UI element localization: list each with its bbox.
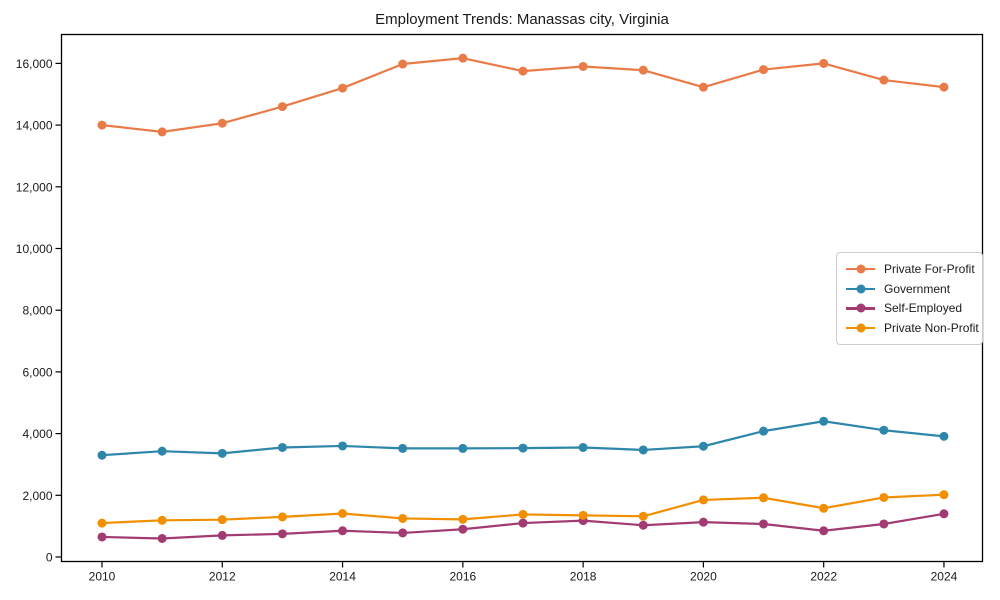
data-point <box>458 514 468 524</box>
data-point <box>879 519 889 529</box>
data-point <box>97 120 107 130</box>
data-point <box>578 442 588 452</box>
data-point <box>819 58 829 68</box>
data-point <box>879 75 889 85</box>
data-point <box>759 65 769 75</box>
data-point <box>518 66 528 76</box>
data-point <box>939 431 949 441</box>
data-point <box>277 102 287 112</box>
data-point <box>398 443 408 453</box>
data-point <box>518 518 528 528</box>
legend-item-government: Government <box>846 280 973 298</box>
legend-line-marker-icon <box>846 322 875 333</box>
legend-label: Private Non-Profit <box>884 320 979 335</box>
data-point <box>398 513 408 523</box>
chart-title: Employment Trends: Manassas city, Virgin… <box>375 11 669 28</box>
data-point <box>939 509 949 519</box>
legend-label: Private For-Profit <box>884 262 975 276</box>
x-axis-tick-label: 2016 <box>449 570 476 584</box>
data-point <box>698 495 708 505</box>
data-point <box>217 515 227 525</box>
data-point <box>638 511 648 521</box>
data-point <box>338 526 348 536</box>
data-point <box>277 442 287 452</box>
data-point <box>759 493 769 503</box>
data-point <box>338 509 348 519</box>
data-point <box>97 450 107 460</box>
data-point <box>879 425 889 435</box>
data-point <box>157 533 167 543</box>
data-point <box>458 443 468 453</box>
data-point <box>157 127 167 137</box>
x-axis-tick-label: 2020 <box>690 570 717 584</box>
legend-line-marker-icon <box>846 264 875 275</box>
data-point <box>819 416 829 426</box>
y-axis-tick-label: 0 <box>46 551 53 565</box>
data-point <box>939 490 949 500</box>
data-point <box>458 53 468 63</box>
legend-item-private-non-profit: Private Non-Profit <box>846 319 979 337</box>
data-point <box>157 515 167 525</box>
data-point <box>398 528 408 538</box>
data-point <box>638 445 648 455</box>
data-point <box>638 65 648 75</box>
x-axis-tick-label: 2014 <box>329 570 356 584</box>
data-point <box>819 503 829 513</box>
y-axis-tick-label: 6,000 <box>22 365 52 379</box>
data-point <box>698 82 708 92</box>
legend-line-marker-icon <box>846 303 875 314</box>
data-point <box>338 441 348 451</box>
x-axis-tick-label: 2010 <box>89 570 116 584</box>
data-point <box>578 510 588 520</box>
data-point <box>759 426 769 436</box>
data-point <box>97 518 107 528</box>
data-point <box>759 519 769 529</box>
data-point <box>638 520 648 530</box>
data-point <box>157 446 167 456</box>
y-axis-tick-label: 14,000 <box>16 119 53 133</box>
legend-label: Self-Employed <box>884 301 963 316</box>
y-axis-tick-label: 2,000 <box>22 489 52 503</box>
data-point <box>458 524 468 534</box>
data-point <box>518 443 528 453</box>
y-axis-tick-label: 16,000 <box>16 57 53 71</box>
legend-item-private-for-profit: Private For-Profit <box>846 260 975 278</box>
data-point <box>698 441 708 451</box>
data-point <box>97 532 107 542</box>
data-point <box>939 82 949 92</box>
legend-line-marker-icon <box>846 283 875 294</box>
y-axis-tick-label: 4,000 <box>22 427 52 441</box>
legend-label: Government <box>884 281 951 296</box>
data-point <box>277 512 287 522</box>
legend-item-self-employed: Self-Employed <box>846 299 973 317</box>
data-point <box>217 448 227 458</box>
data-point <box>277 529 287 539</box>
data-point <box>518 509 528 519</box>
y-axis-tick-label: 12,000 <box>16 180 53 194</box>
data-point <box>578 61 588 71</box>
data-point <box>879 492 889 502</box>
data-point <box>217 118 227 128</box>
x-axis-tick-label: 2022 <box>810 570 837 584</box>
data-point <box>217 530 227 540</box>
y-axis-tick-label: 8,000 <box>22 304 52 318</box>
x-axis-tick-label: 2012 <box>209 570 236 584</box>
legend: Private For-Profit Government Self-Emplo… <box>836 252 983 345</box>
data-point <box>398 59 408 69</box>
x-axis-tick-label: 2018 <box>570 570 597 584</box>
data-point <box>338 83 348 93</box>
x-axis-tick-label: 2024 <box>931 570 958 584</box>
data-point <box>698 517 708 527</box>
y-axis-tick-label: 10,000 <box>16 242 53 256</box>
data-point <box>819 526 829 536</box>
